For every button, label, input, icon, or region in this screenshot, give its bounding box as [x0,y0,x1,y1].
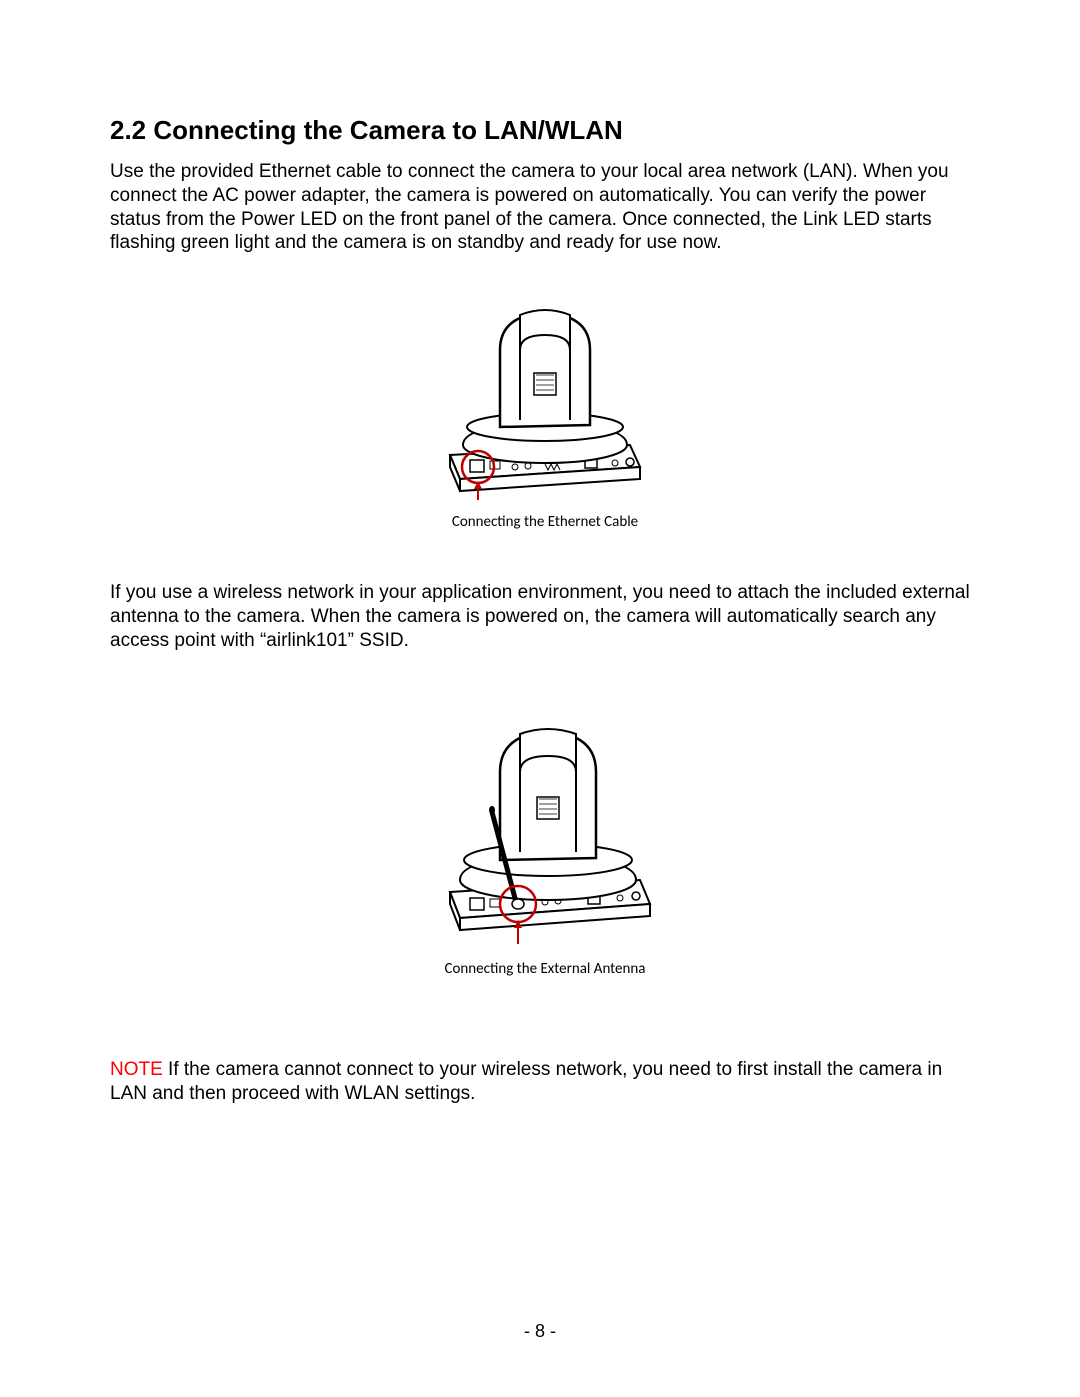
figure-antenna: Connecting the External Antenna [110,712,980,978]
camera-antenna-illustration [420,712,670,952]
paragraph-1: Use the provided Ethernet cable to conne… [110,160,980,255]
note-paragraph: NOTE If the camera cannot connect to you… [110,1058,980,1106]
note-label: NOTE [110,1059,163,1080]
paragraph-2: If you use a wireless network in your ap… [110,581,980,652]
figure-antenna-caption: Connecting the External Antenna [110,960,980,978]
camera-ethernet-illustration [430,295,660,505]
page-number: - 8 - [0,1321,1080,1342]
figure-ethernet: Connecting the Ethernet Cable [110,295,980,531]
note-text: If the camera cannot connect to your wir… [110,1059,942,1104]
section-heading: 2.2 Connecting the Camera to LAN/WLAN [110,115,980,146]
figure-ethernet-caption: Connecting the Ethernet Cable [110,513,980,531]
document-page: 2.2 Connecting the Camera to LAN/WLAN Us… [0,0,1080,1397]
